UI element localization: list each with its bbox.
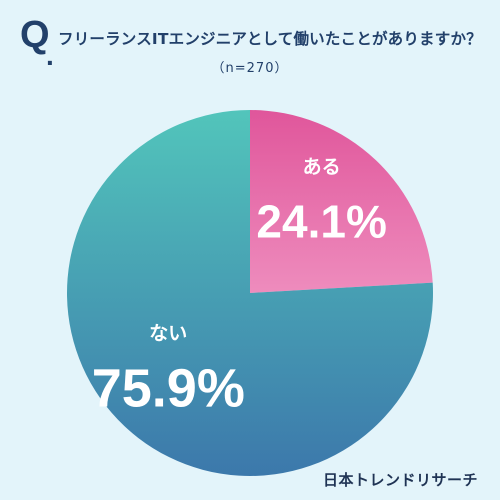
slice-value-0: 24.1% — [256, 195, 386, 247]
slice-label-1: ない — [149, 322, 187, 344]
slice-label-0: ある — [303, 156, 341, 178]
chart-header: Q . フリーランスITエンジニアとして働いたことがありますか？ （n=270） — [0, 0, 500, 80]
question-title: フリーランスITエンジニアとして働いたことがありますか？ — [58, 30, 482, 48]
sample-size: （n=270） — [211, 61, 289, 76]
question-mark-dot: . — [46, 40, 54, 71]
pie-slice-1 — [66, 109, 434, 476]
brand-logo: 日本トレンドリサーチ — [322, 471, 478, 489]
slice-value-1: 75.9% — [92, 358, 245, 418]
question-mark-letter: Q — [20, 14, 50, 56]
pie-slice-0 — [250, 110, 433, 293]
